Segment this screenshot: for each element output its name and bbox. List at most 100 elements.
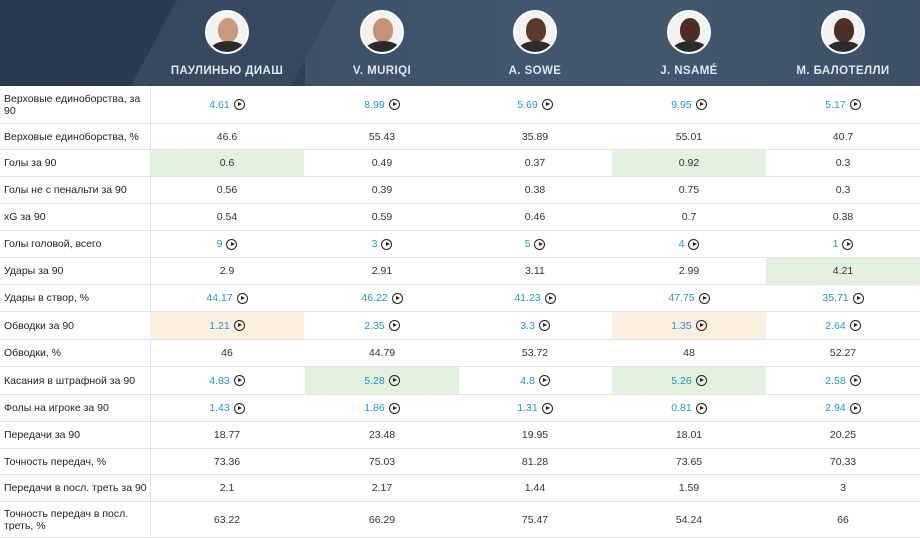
player-column-4[interactable]: J. NSAMÉ [612,0,766,86]
stat-value[interactable]: 41.23 [514,292,541,304]
player-column-5[interactable]: M. БАЛОТЕЛЛИ [766,0,920,86]
play-video-icon[interactable] [233,402,245,414]
play-video-icon[interactable] [852,292,864,304]
stat-value[interactable]: 0.81 [671,402,692,414]
stat-cell[interactable]: 2.64 [766,312,920,339]
play-video-icon[interactable] [388,99,400,110]
stat-cell[interactable]: 5.28 [305,367,459,394]
player-column-1[interactable]: ПАУЛИНЬЮ ДИАШ [150,0,304,86]
stat-cell[interactable]: 35.71 [766,285,920,311]
play-video-icon[interactable] [695,99,707,110]
stat-cell[interactable]: 5.17 [766,86,920,123]
play-video-icon[interactable] [233,375,245,386]
stat-cell[interactable]: 5 [458,231,612,257]
stat-cell[interactable]: 9.95 [612,86,766,123]
stat-cell[interactable]: 5.26 [612,367,766,394]
play-video-icon[interactable] [388,320,400,331]
player-column-3[interactable]: A. SOWE [458,0,612,86]
play-video-icon[interactable] [381,238,393,250]
stat-cell[interactable]: 2.94 [766,395,920,421]
player-name[interactable]: J. NSAMÉ [660,65,718,77]
stat-cell[interactable]: 46.22 [305,285,459,311]
stat-value[interactable]: 4.83 [209,374,230,387]
stat-value[interactable]: 2.64 [825,319,846,332]
player-name[interactable]: A. SOWE [508,65,562,77]
play-video-icon[interactable] [236,292,248,304]
stat-value[interactable]: 46.22 [361,292,388,304]
play-video-icon[interactable] [695,402,707,414]
stat-cell[interactable]: 4.8 [458,367,612,394]
stat-value[interactable]: 1.43 [209,402,230,414]
stat-value[interactable]: 9 [216,238,223,250]
stat-value[interactable]: 5.17 [825,98,846,111]
play-video-icon[interactable] [534,238,546,250]
play-video-icon[interactable] [538,320,550,331]
stat-value[interactable]: 35.71 [822,292,849,304]
stat-cell[interactable]: 2.58 [766,367,920,394]
stat-value[interactable]: 5.26 [671,374,692,387]
player-name[interactable]: V. MURIQI [352,65,412,77]
play-video-icon[interactable] [544,292,556,304]
stat-value[interactable]: 2.58 [825,374,846,387]
stat-cell[interactable]: 4.83 [150,367,304,394]
stat-value[interactable]: 1.35 [671,319,692,332]
stat-value[interactable]: 5.28 [364,374,385,387]
play-video-icon[interactable] [695,320,707,331]
play-video-icon[interactable] [388,402,400,414]
stat-cell[interactable]: 1.21 [150,312,304,339]
stat-value[interactable]: 5.69 [517,98,538,111]
play-video-icon[interactable] [842,238,854,250]
stat-value[interactable]: 4.61 [209,98,230,111]
play-video-icon[interactable] [391,292,403,304]
stat-value[interactable]: 4.8 [520,374,535,387]
stat-value[interactable]: 1.31 [517,402,538,414]
stat-value[interactable]: 2.94 [825,402,846,414]
player-column-2[interactable]: V. MURIQI [305,0,459,86]
stat-value[interactable]: 3.3 [520,319,535,332]
stat-cell[interactable]: 3 [305,231,459,257]
play-video-icon[interactable] [849,375,861,386]
stat-cell[interactable]: 4 [612,231,766,257]
play-video-icon[interactable] [226,238,238,250]
stat-value[interactable]: 44.17 [206,292,233,304]
play-video-icon[interactable] [233,99,245,110]
play-video-icon[interactable] [538,375,550,386]
stat-cell[interactable]: 1 [766,231,920,257]
play-video-icon[interactable] [233,320,245,331]
stat-cell[interactable]: 1.86 [305,395,459,421]
play-video-icon[interactable] [849,99,861,110]
stat-cell[interactable]: 47.75 [612,285,766,311]
stat-cell[interactable]: 9 [150,231,304,257]
stat-value[interactable]: 4 [678,238,685,250]
stat-cell[interactable]: 1.35 [612,312,766,339]
stat-value[interactable]: 1 [832,238,839,250]
stat-cell[interactable]: 0.81 [612,395,766,421]
play-video-icon[interactable] [849,320,861,331]
stat-value[interactable]: 9.95 [671,98,692,111]
stat-cell[interactable]: 41.23 [458,285,612,311]
player-name[interactable]: M. БАЛОТЕЛЛИ [796,65,890,77]
play-video-icon[interactable] [698,292,710,304]
stat-value[interactable]: 8.99 [364,98,385,111]
play-video-icon[interactable] [388,375,400,386]
stat-cell[interactable]: 8.99 [305,86,459,123]
play-video-icon[interactable] [541,402,553,414]
play-video-icon[interactable] [688,238,700,250]
stat-cell[interactable]: 5.69 [458,86,612,123]
play-video-icon[interactable] [541,99,553,110]
stat-cell[interactable]: 2.35 [305,312,459,339]
stat-value[interactable]: 1.86 [364,402,385,414]
stat-value[interactable]: 1.21 [209,319,230,332]
stat-value[interactable]: 47.75 [668,292,695,304]
player-name[interactable]: ПАУЛИНЬЮ ДИАШ [170,65,284,77]
stat-cell[interactable]: 1.31 [458,395,612,421]
stat-value[interactable]: 5 [524,238,531,250]
stat-value[interactable]: 3 [371,238,378,250]
stat-value[interactable]: 2.35 [364,319,385,332]
stat-cell[interactable]: 3.3 [458,312,612,339]
stat-cell[interactable]: 44.17 [150,285,304,311]
stat-cell[interactable]: 4.61 [150,86,304,123]
play-video-icon[interactable] [695,375,707,386]
stat-cell[interactable]: 1.43 [150,395,304,421]
play-video-icon[interactable] [849,402,861,414]
